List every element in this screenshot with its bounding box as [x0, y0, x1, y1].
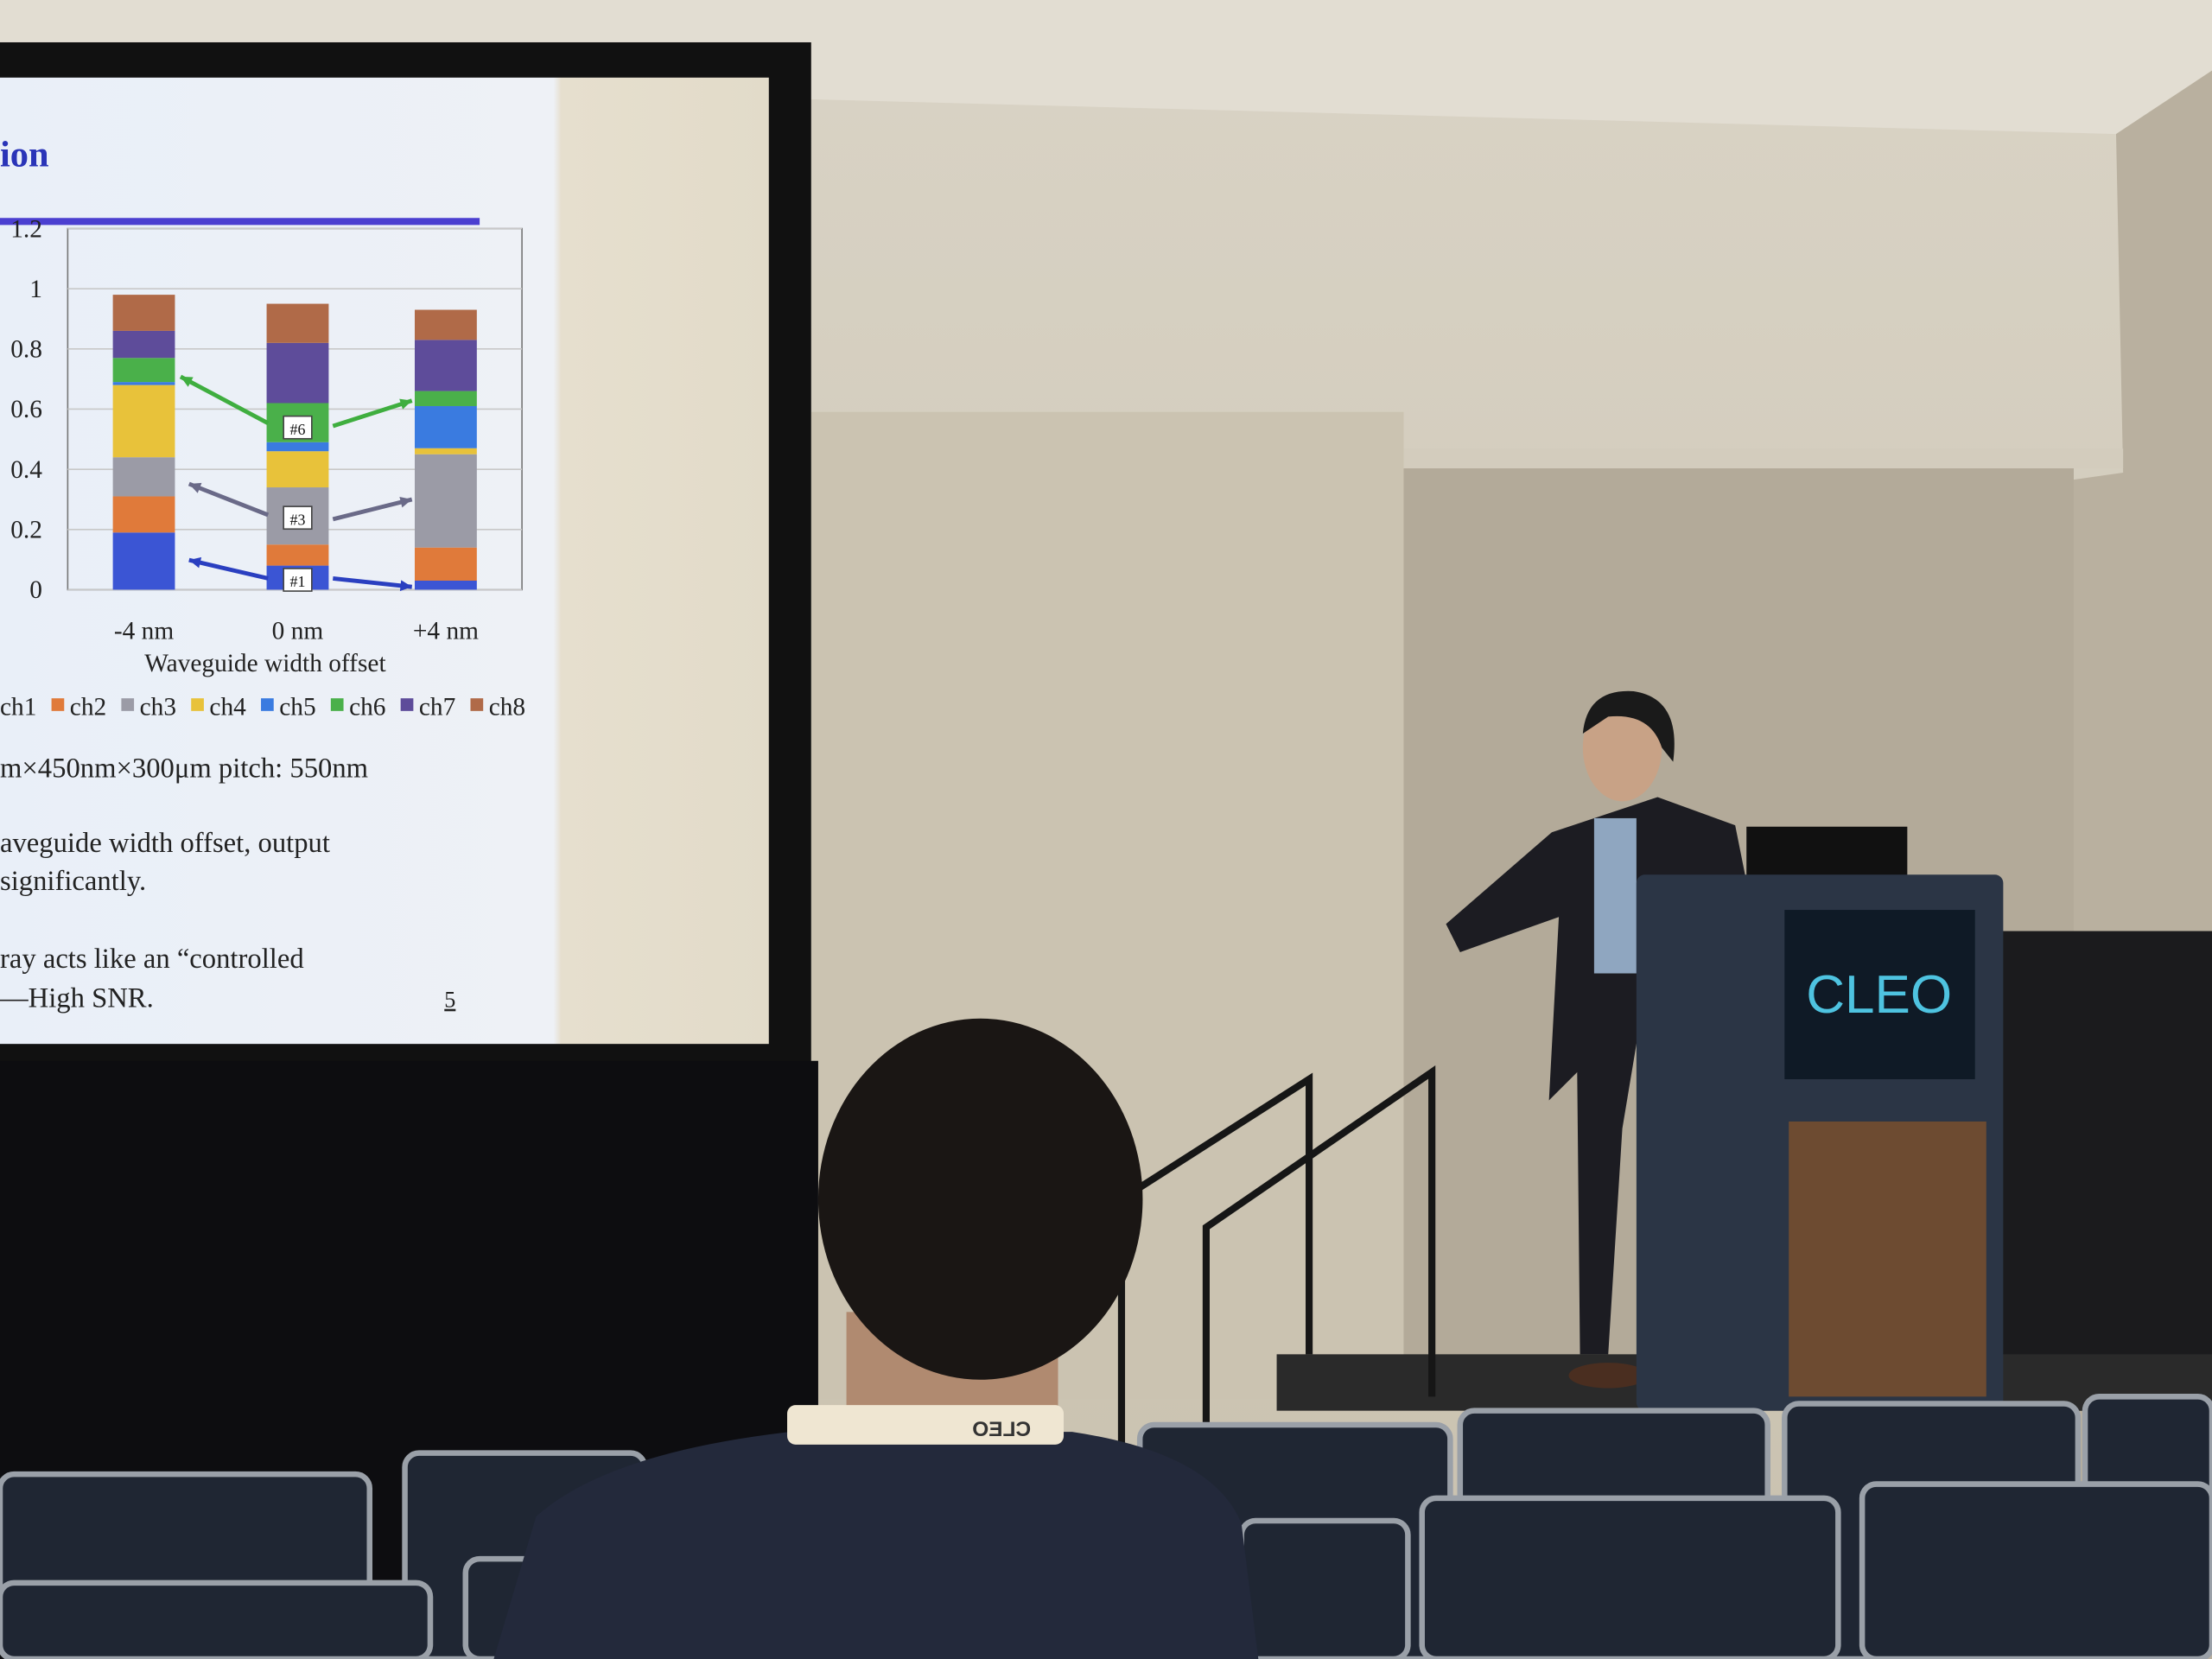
legend-label: ch8	[489, 694, 525, 721]
bar-segment	[415, 547, 477, 581]
bar-segment	[112, 358, 175, 383]
annotation-arrow	[188, 481, 270, 518]
slide-line: significantly.	[0, 866, 146, 897]
legend-swatch	[51, 698, 65, 711]
x-tick-label: 0 nm	[272, 618, 324, 645]
legend-label: ch1	[0, 694, 36, 721]
bar-segment	[112, 532, 175, 590]
legend-label: ch4	[209, 694, 246, 721]
slide-line: —High SNR.	[0, 983, 154, 1014]
bar-segment	[112, 496, 175, 533]
annotation-box	[283, 568, 313, 592]
bar-segment	[415, 309, 477, 340]
y-tick-label: 1	[29, 276, 42, 303]
arrow-head	[188, 556, 202, 569]
bar-segment	[266, 544, 329, 566]
legend-swatch	[400, 698, 414, 711]
laptop	[1746, 826, 1908, 880]
alcove-header	[1403, 448, 2124, 469]
bar-segment	[112, 382, 175, 385]
chairs	[0, 1394, 2212, 1659]
bar-segment	[415, 391, 477, 406]
lanyard	[787, 1405, 1065, 1445]
bar-segment	[415, 405, 477, 448]
annotation-arrow	[179, 374, 270, 425]
podium-logo: CLEO	[1806, 965, 1952, 1025]
arrow-head	[188, 482, 202, 493]
bar-segment	[266, 442, 329, 452]
legend-swatch	[261, 698, 274, 711]
legend-swatch	[121, 698, 135, 711]
x-axis-label: Waveguide width offset	[144, 650, 385, 677]
y-tick-label: 0.6	[10, 396, 42, 423]
slide-line: ray acts like an “controlled	[0, 944, 304, 975]
badge-text: CLEO	[972, 1418, 1031, 1441]
speaker	[1446, 690, 1750, 1389]
bar-segment	[415, 454, 477, 548]
chart: 0 0.2 0.4 0.6 0.8 1 1.2 -4 nm 0 nm +4 nm Waveguide…	[0, 215, 525, 721]
slide-text: m×450nm×300μm pitch: 550nm aveguide width…	[0, 753, 368, 1014]
bar-segment	[112, 330, 175, 359]
legend-label: ch3	[140, 694, 176, 721]
arrow-head	[399, 496, 412, 508]
annotation-arrow	[188, 557, 269, 581]
bar-segment	[266, 303, 329, 343]
bar-segment	[266, 451, 329, 488]
arrow-head	[180, 376, 194, 387]
legend-swatch	[191, 698, 204, 711]
y-tick-label: 0.8	[10, 336, 42, 364]
slide-line: aveguide width offset, output	[0, 828, 330, 859]
y-tick-label: 0	[29, 576, 42, 604]
y-tick-label: 0.2	[10, 517, 42, 544]
stair-rails	[1117, 1065, 1436, 1453]
annotation-label: #6	[290, 421, 306, 438]
annotation-label: #3	[290, 511, 306, 528]
annotation-arrow	[332, 497, 413, 522]
bar-segment	[112, 295, 175, 331]
legend-label: ch7	[419, 694, 455, 721]
bar-segment	[112, 457, 175, 497]
legend-label: ch2	[70, 694, 106, 721]
annotation-label: #1	[290, 573, 306, 590]
annotation-box	[283, 415, 313, 440]
annotation-arrow	[332, 398, 413, 429]
slide-line: m×450nm×300μm pitch: 550nm	[0, 753, 368, 785]
annotation-box	[283, 505, 313, 531]
podium-wood	[1789, 1121, 1986, 1397]
bar-segment	[415, 581, 477, 590]
bar-segment	[112, 385, 175, 458]
legend-swatch	[330, 698, 344, 711]
slide-title: ion	[0, 135, 49, 175]
y-tick-label: 0.4	[10, 456, 42, 484]
x-tick-label: -4 nm	[114, 618, 175, 645]
ceiling	[0, 0, 2212, 135]
bar-segment	[415, 340, 477, 391]
page-number: 5	[444, 988, 455, 1013]
podium-logo-panel	[1784, 910, 1975, 1079]
bar-segment	[266, 342, 329, 404]
legend-label: ch5	[279, 694, 315, 721]
arrow-head	[399, 398, 412, 410]
y-tick-label: 1.2	[10, 215, 42, 243]
arrow-head	[399, 580, 412, 592]
legend-swatch	[470, 698, 484, 711]
x-tick-label: +4 nm	[413, 618, 479, 645]
bar-segment	[415, 448, 477, 454]
audience-member	[493, 1018, 1259, 1659]
legend-label: ch6	[349, 694, 385, 721]
stage-drape	[1996, 931, 2212, 1411]
annotation-arrow	[333, 575, 412, 589]
